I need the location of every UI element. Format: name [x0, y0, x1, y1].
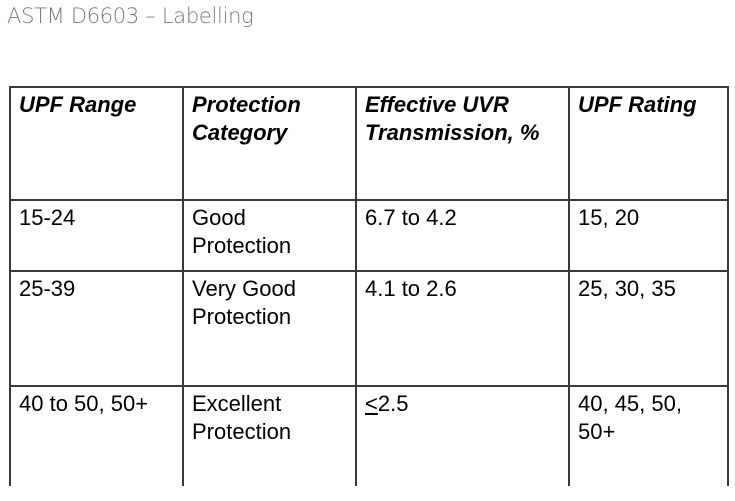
uvr-transmission-value: 2.5: [377, 391, 409, 416]
header-upf-range: UPF Range: [9, 86, 184, 201]
cell-upf-rating: 15, 20: [568, 199, 729, 272]
table-header-row: UPF Range Protection Category Effective …: [9, 86, 729, 201]
cell-upf-rating: 25, 30, 35: [568, 270, 729, 387]
header-protection-category: Protection Category: [182, 86, 357, 201]
upf-labelling-table: UPF Range Protection Category Effective …: [9, 86, 729, 486]
cell-upf-range: 40 to 50, 50+: [9, 385, 184, 486]
table-row: 15-24 Good Protection 6.7 to 4.2 15, 20: [9, 199, 729, 272]
table-row: 25-39 Very Good Protection 4.1 to 2.6 25…: [9, 270, 729, 387]
cell-protection-category: Excellent Protection: [182, 385, 357, 486]
cell-upf-range: 15-24: [9, 199, 184, 272]
cell-uvr-transmission: 6.7 to 4.2: [355, 199, 570, 272]
cell-uvr-transmission: 4.1 to 2.6: [355, 270, 570, 387]
cell-protection-category: Good Protection: [182, 199, 357, 272]
header-effective-uvr-transmission: Effective UVR Transmission, %: [355, 86, 570, 201]
cell-upf-rating: 40, 45, 50, 50+: [568, 385, 729, 486]
less-than-or-equal-symbol: <: [365, 391, 378, 416]
page-title: ASTM D6603 – Labelling: [7, 4, 254, 28]
header-upf-rating: UPF Rating: [568, 86, 729, 201]
cell-upf-range: 25-39: [9, 270, 184, 387]
table-row: 40 to 50, 50+ Excellent Protection <2.5 …: [9, 385, 729, 486]
cell-protection-category: Very Good Protection: [182, 270, 357, 387]
cell-uvr-transmission: <2.5: [355, 385, 570, 486]
